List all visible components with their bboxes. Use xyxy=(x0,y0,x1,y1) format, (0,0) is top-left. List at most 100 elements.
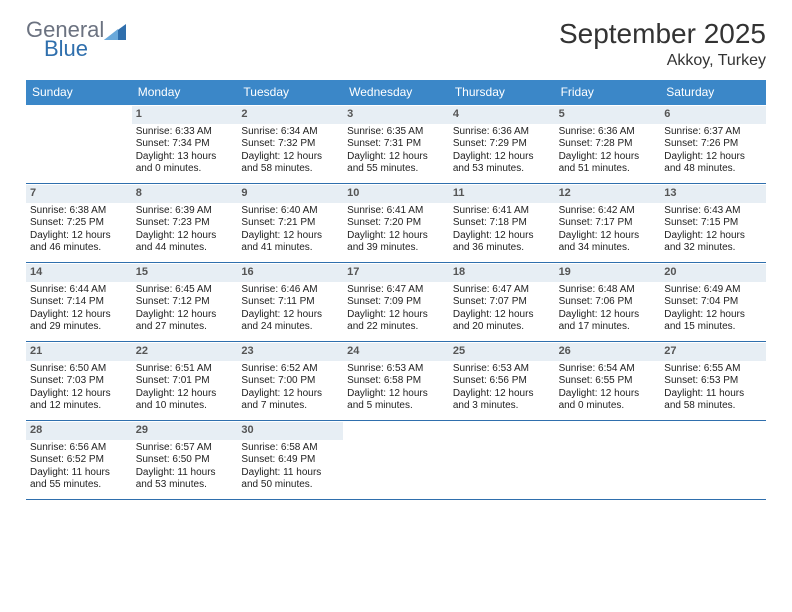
daylight-line: Daylight: 12 hours and 32 minutes. xyxy=(664,230,762,255)
day-number: 4 xyxy=(449,106,555,124)
week-row: 21Sunrise: 6:50 AMSunset: 7:03 PMDayligh… xyxy=(26,342,766,421)
day-number: 27 xyxy=(660,343,766,361)
day-number: 22 xyxy=(132,343,238,361)
daylight-line: Daylight: 12 hours and 7 minutes. xyxy=(241,388,339,413)
daylight-line: Daylight: 12 hours and 51 minutes. xyxy=(559,151,657,176)
sunrise-line: Sunrise: 6:40 AM xyxy=(241,205,339,218)
sunrise-line: Sunrise: 6:58 AM xyxy=(241,442,339,455)
day-cell: 30Sunrise: 6:58 AMSunset: 6:49 PMDayligh… xyxy=(237,421,343,499)
sunrise-line: Sunrise: 6:45 AM xyxy=(136,284,234,297)
sunset-line: Sunset: 7:29 PM xyxy=(453,138,551,151)
day-cell: 15Sunrise: 6:45 AMSunset: 7:12 PMDayligh… xyxy=(132,263,238,341)
day-number: 17 xyxy=(343,264,449,282)
daylight-line: Daylight: 12 hours and 34 minutes. xyxy=(559,230,657,255)
day-cell xyxy=(26,105,132,183)
daylight-line: Daylight: 12 hours and 44 minutes. xyxy=(136,230,234,255)
day-cell: 18 Sunrise: 6:47 AMSunset: 7:07 PMDayligh… xyxy=(449,263,555,341)
day-cell: 14Sunrise: 6:44 AMSunset: 7:14 PMDayligh… xyxy=(26,263,132,341)
dow-wednesday: Wednesday xyxy=(343,80,449,105)
sunrise-line: Sunrise: 6:48 AM xyxy=(559,284,657,297)
daylight-line: Daylight: 13 hours and 0 minutes. xyxy=(136,151,234,176)
day-cell xyxy=(660,421,766,499)
sunrise-line: Sunrise: 6:53 AM xyxy=(347,363,445,376)
location: Akkoy, Turkey xyxy=(559,52,766,70)
day-cell: 9Sunrise: 6:40 AMSunset: 7:21 PMDaylight… xyxy=(237,184,343,262)
daylight-line: Daylight: 12 hours and 20 minutes. xyxy=(453,309,551,334)
day-cell: 29Sunrise: 6:57 AMSunset: 6:50 PMDayligh… xyxy=(132,421,238,499)
day-cell: 20Sunrise: 6:49 AMSunset: 7:04 PMDayligh… xyxy=(660,263,766,341)
day-cell xyxy=(449,421,555,499)
day-number: 29 xyxy=(132,422,238,440)
sunset-line: Sunset: 7:21 PM xyxy=(241,217,339,230)
sunset-line: Sunset: 6:49 PM xyxy=(241,454,339,467)
daylight-line: Daylight: 12 hours and 3 minutes. xyxy=(453,388,551,413)
sunset-line: Sunset: 7:25 PM xyxy=(30,217,128,230)
day-number: 30 xyxy=(237,422,343,440)
sunset-line: Sunset: 6:52 PM xyxy=(30,454,128,467)
sunset-line: Sunset: 7:07 PM xyxy=(453,296,551,309)
day-number: 28 xyxy=(26,422,132,440)
day-cell: 24Sunrise: 6:53 AMSunset: 6:58 PMDayligh… xyxy=(343,342,449,420)
daylight-line: Daylight: 12 hours and 36 minutes. xyxy=(453,230,551,255)
day-number: 19 xyxy=(555,264,661,282)
day-number: 3 xyxy=(343,106,449,124)
daylight-line: Daylight: 12 hours and 46 minutes. xyxy=(30,230,128,255)
day-cell: 13Sunrise: 6:43 AMSunset: 7:15 PMDayligh… xyxy=(660,184,766,262)
day-cell: 7Sunrise: 6:38 AMSunset: 7:25 PMDaylight… xyxy=(26,184,132,262)
sunset-line: Sunset: 6:58 PM xyxy=(347,375,445,388)
sunrise-line: Sunrise: 6:53 AM xyxy=(453,363,551,376)
day-number: 20 xyxy=(660,264,766,282)
sunset-line: Sunset: 7:12 PM xyxy=(136,296,234,309)
sunrise-line: Sunrise: 6:49 AM xyxy=(664,284,762,297)
daylight-line: Daylight: 12 hours and 48 minutes. xyxy=(664,151,762,176)
sunrise-line: Sunrise: 6:57 AM xyxy=(136,442,234,455)
day-cell: 28Sunrise: 6:56 AMSunset: 6:52 PMDayligh… xyxy=(26,421,132,499)
week-row: 1Sunrise: 6:33 AMSunset: 7:34 PMDaylight… xyxy=(26,105,766,184)
day-cell: 19Sunrise: 6:48 AMSunset: 7:06 PMDayligh… xyxy=(555,263,661,341)
dow-row: Sunday Monday Tuesday Wednesday Thursday… xyxy=(26,80,766,105)
day-cell: 23Sunrise: 6:52 AMSunset: 7:00 PMDayligh… xyxy=(237,342,343,420)
calendar-page: General Blue September 2025 Akkoy, Turke… xyxy=(0,0,792,510)
sunrise-line: Sunrise: 6:47 AM xyxy=(453,284,551,297)
day-cell: 11Sunrise: 6:41 AMSunset: 7:18 PMDayligh… xyxy=(449,184,555,262)
daylight-line: Daylight: 11 hours and 55 minutes. xyxy=(30,467,128,492)
month-title: September 2025 xyxy=(559,18,766,50)
sunrise-line: Sunrise: 6:42 AM xyxy=(559,205,657,218)
logo: General Blue xyxy=(26,18,128,60)
sunset-line: Sunset: 7:26 PM xyxy=(664,138,762,151)
day-cell: 8Sunrise: 6:39 AMSunset: 7:23 PMDaylight… xyxy=(132,184,238,262)
sunrise-line: Sunrise: 6:39 AM xyxy=(136,205,234,218)
day-number: 25 xyxy=(449,343,555,361)
day-cell: 2Sunrise: 6:34 AMSunset: 7:32 PMDaylight… xyxy=(237,105,343,183)
day-cell: 22Sunrise: 6:51 AMSunset: 7:01 PMDayligh… xyxy=(132,342,238,420)
sunset-line: Sunset: 6:53 PM xyxy=(664,375,762,388)
day-number: 14 xyxy=(26,264,132,282)
day-cell: 5Sunrise: 6:36 AMSunset: 7:28 PMDaylight… xyxy=(555,105,661,183)
sunset-line: Sunset: 7:11 PM xyxy=(241,296,339,309)
daylight-line: Daylight: 12 hours and 53 minutes. xyxy=(453,151,551,176)
daylight-line: Daylight: 12 hours and 27 minutes. xyxy=(136,309,234,334)
dow-monday: Monday xyxy=(132,80,238,105)
day-cell: 16Sunrise: 6:46 AMSunset: 7:11 PMDayligh… xyxy=(237,263,343,341)
day-cell: 21Sunrise: 6:50 AMSunset: 7:03 PMDayligh… xyxy=(26,342,132,420)
day-number: 18 xyxy=(449,264,555,282)
sunrise-line: Sunrise: 6:47 AM xyxy=(347,284,445,297)
day-cell: 6Sunrise: 6:37 AMSunset: 7:26 PMDaylight… xyxy=(660,105,766,183)
sunset-line: Sunset: 6:50 PM xyxy=(136,454,234,467)
sunrise-line: Sunrise: 6:34 AM xyxy=(241,126,339,139)
logo-text: General Blue xyxy=(26,18,104,60)
sunset-line: Sunset: 7:04 PM xyxy=(664,296,762,309)
sunset-line: Sunset: 7:15 PM xyxy=(664,217,762,230)
sunrise-line: Sunrise: 6:37 AM xyxy=(664,126,762,139)
sunrise-line: Sunrise: 6:51 AM xyxy=(136,363,234,376)
daylight-line: Daylight: 12 hours and 39 minutes. xyxy=(347,230,445,255)
day-cell: 3Sunrise: 6:35 AMSunset: 7:31 PMDaylight… xyxy=(343,105,449,183)
day-cell: 4Sunrise: 6:36 AMSunset: 7:29 PMDaylight… xyxy=(449,105,555,183)
sunrise-line: Sunrise: 6:41 AM xyxy=(453,205,551,218)
sunrise-line: Sunrise: 6:52 AM xyxy=(241,363,339,376)
sunrise-line: Sunrise: 6:50 AM xyxy=(30,363,128,376)
sunrise-line: Sunrise: 6:35 AM xyxy=(347,126,445,139)
sunset-line: Sunset: 7:14 PM xyxy=(30,296,128,309)
dow-friday: Friday xyxy=(555,80,661,105)
title-block: September 2025 Akkoy, Turkey xyxy=(559,18,766,70)
